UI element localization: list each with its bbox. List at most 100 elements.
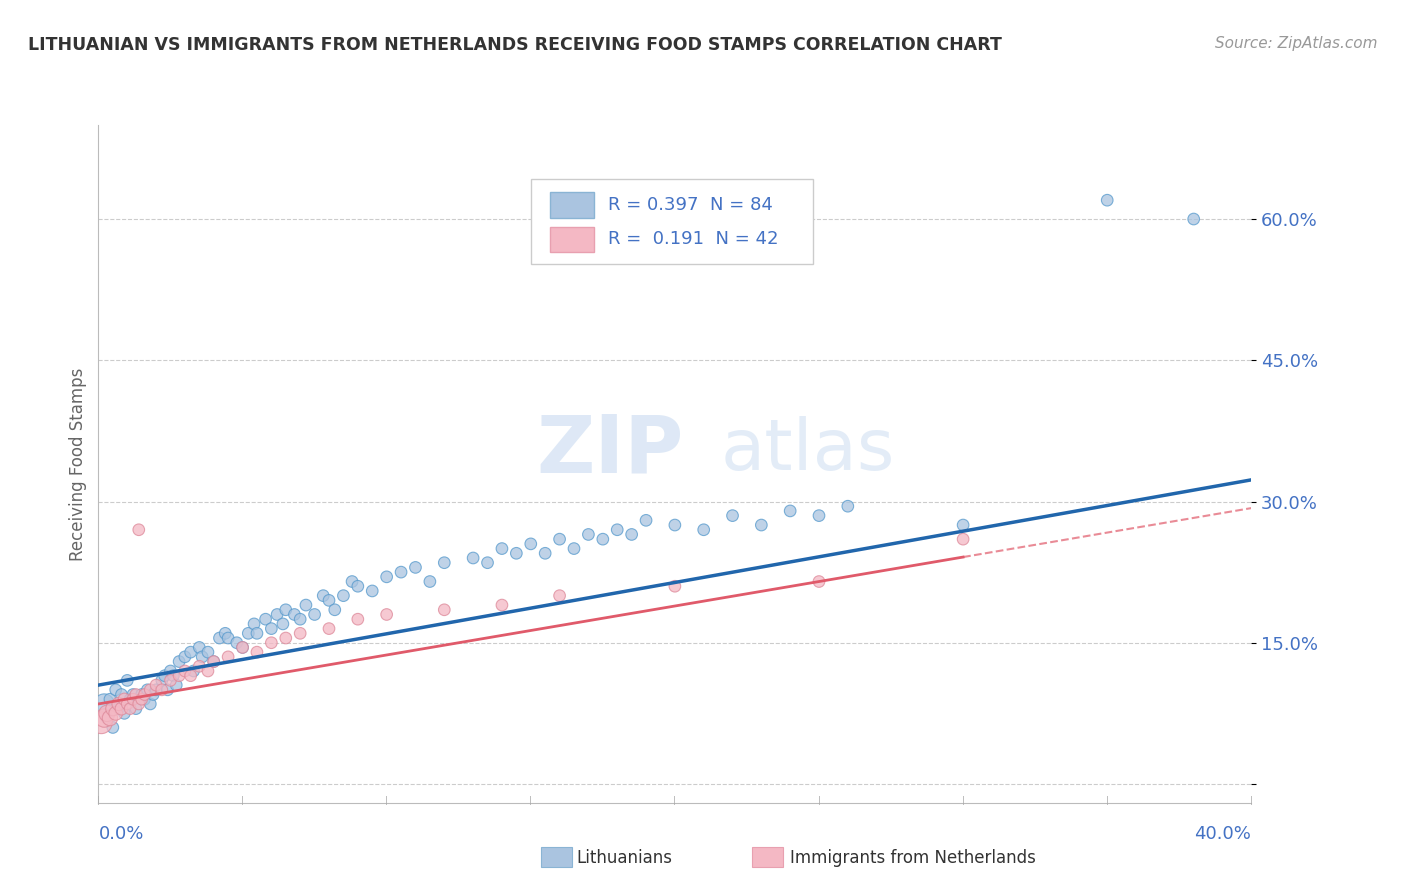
Point (93, 697, 115, 711)
Point (389, 565, 412, 579)
Point (117, 697, 138, 711)
Point (174, 649, 197, 664)
Point (254, 612, 277, 626)
Point (318, 622, 340, 636)
Point (134, 692, 156, 706)
Point (491, 598, 513, 612)
Point (807, 574, 830, 589)
Text: atlas: atlas (721, 416, 896, 484)
Point (548, 589, 571, 603)
Point (180, 645, 202, 659)
Text: |: | (817, 796, 821, 805)
Point (361, 584, 384, 599)
FancyBboxPatch shape (550, 227, 595, 252)
Point (419, 574, 441, 589)
Point (150, 673, 173, 688)
Point (491, 541, 513, 556)
Point (548, 532, 571, 546)
Point (246, 626, 269, 640)
Point (274, 603, 297, 617)
Point (96, 711, 118, 725)
Text: |: | (529, 796, 533, 805)
Point (1182, 212, 1205, 227)
Text: ZIP: ZIP (537, 411, 683, 490)
Point (266, 607, 288, 622)
Point (98, 711, 121, 725)
Point (110, 688, 132, 702)
Point (145, 678, 167, 692)
Point (197, 645, 219, 659)
Point (274, 631, 297, 645)
Point (231, 640, 254, 655)
Point (165, 678, 187, 692)
Point (323, 603, 346, 617)
Point (112, 692, 135, 706)
Point (125, 688, 148, 702)
Text: |: | (385, 796, 388, 805)
Point (107, 697, 129, 711)
Y-axis label: Receiving Food Stamps: Receiving Food Stamps (69, 368, 87, 560)
Point (779, 504, 801, 518)
Point (332, 589, 354, 603)
Point (188, 640, 211, 655)
Point (208, 631, 231, 645)
Point (375, 570, 398, 584)
Point (128, 697, 150, 711)
Point (952, 518, 974, 533)
FancyBboxPatch shape (550, 192, 595, 218)
Point (243, 616, 266, 631)
Point (159, 664, 181, 678)
Point (183, 664, 205, 678)
Point (150, 682, 173, 697)
Point (104, 706, 127, 721)
Point (174, 664, 197, 678)
Point (405, 560, 427, 574)
Point (534, 546, 557, 560)
Point (562, 541, 585, 556)
Point (260, 636, 283, 650)
Point (139, 682, 162, 697)
Text: |: | (97, 796, 100, 805)
Point (167, 669, 190, 683)
Point (120, 701, 142, 715)
Point (238, 626, 260, 640)
Point (139, 697, 162, 711)
Point (122, 688, 145, 702)
Point (217, 631, 239, 645)
Point (433, 603, 456, 617)
Point (592, 532, 614, 546)
Text: R =  0.191  N = 42: R = 0.191 N = 42 (607, 230, 779, 249)
Point (191, 649, 214, 664)
Point (721, 508, 744, 523)
Point (606, 523, 628, 537)
Point (217, 649, 239, 664)
Point (636, 513, 658, 527)
Text: |: | (673, 796, 676, 805)
Point (807, 508, 830, 523)
Point (131, 692, 153, 706)
Point (128, 523, 150, 537)
Point (318, 593, 340, 607)
Point (107, 701, 129, 715)
Point (283, 607, 305, 622)
FancyBboxPatch shape (530, 179, 813, 264)
Point (125, 701, 148, 715)
Point (664, 579, 686, 593)
Point (101, 701, 124, 715)
Point (290, 612, 312, 626)
Point (188, 659, 211, 673)
Text: 0.0%: 0.0% (98, 825, 143, 843)
Point (346, 612, 368, 626)
Text: LITHUANIAN VS IMMIGRANTS FROM NETHERLANDS RECEIVING FOOD STAMPS CORRELATION CHAR: LITHUANIAN VS IMMIGRANTS FROM NETHERLAND… (28, 36, 1002, 54)
Point (122, 692, 145, 706)
Point (96, 706, 118, 721)
Point (156, 682, 179, 697)
Point (214, 626, 236, 640)
Point (260, 622, 283, 636)
Text: 40.0%: 40.0% (1195, 825, 1251, 843)
Point (505, 546, 527, 560)
Point (312, 589, 335, 603)
Text: Immigrants from Netherlands: Immigrants from Netherlands (790, 849, 1036, 867)
Point (346, 579, 368, 593)
Point (202, 655, 225, 669)
